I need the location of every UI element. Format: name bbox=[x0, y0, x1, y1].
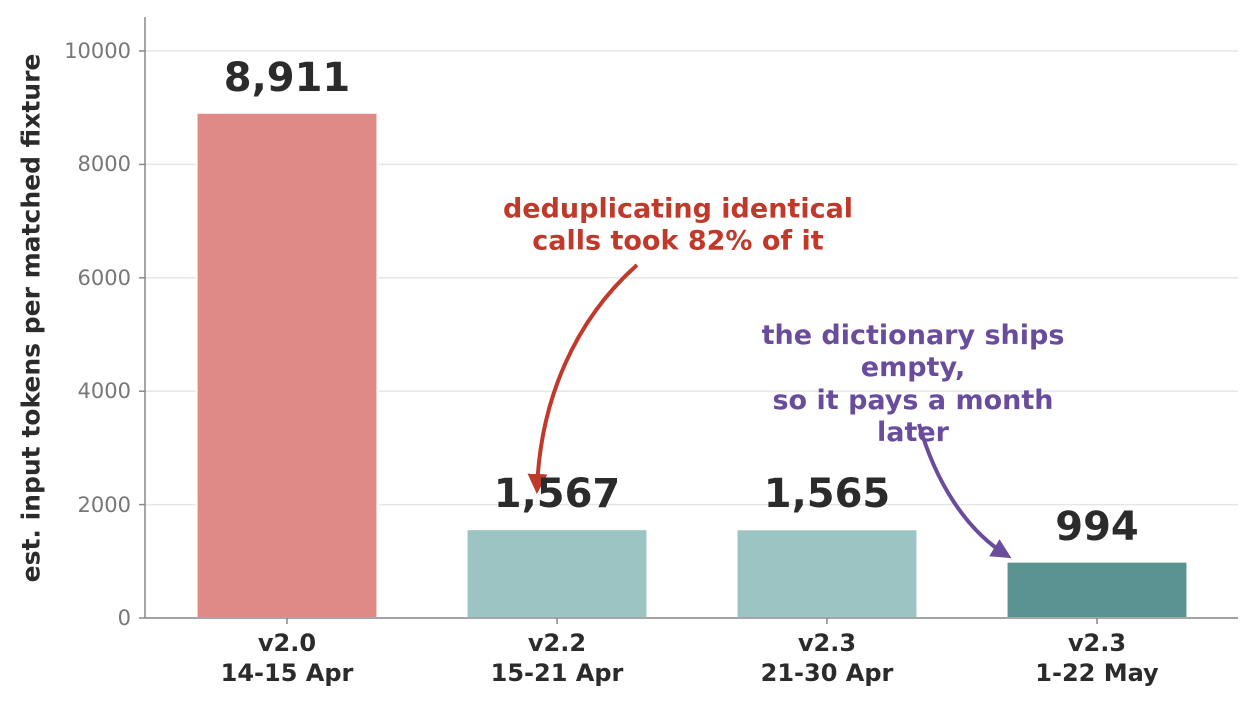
bar bbox=[1005, 560, 1189, 620]
value-label: 8,911 bbox=[223, 54, 351, 101]
y-tick-label: 4000 bbox=[77, 379, 131, 404]
bar bbox=[735, 528, 919, 619]
x-tick-label: v2.2 15-21 Apr bbox=[490, 629, 624, 687]
y-tick-label: 8000 bbox=[77, 152, 131, 177]
y-tick-label: 2000 bbox=[77, 492, 131, 517]
arrow bbox=[527, 263, 639, 494]
y-tick-label: 0 bbox=[117, 606, 131, 630]
bar bbox=[465, 528, 649, 619]
arrow bbox=[917, 423, 1012, 559]
y-tick-label: 6000 bbox=[77, 265, 131, 290]
annotation: the dictionary ships empty, so it pays a… bbox=[761, 320, 1065, 449]
value-label: 1,565 bbox=[763, 471, 891, 518]
y-tick-label: 10000 bbox=[64, 39, 131, 64]
bar bbox=[195, 111, 379, 619]
value-label: 1,567 bbox=[493, 471, 621, 518]
y-axis-label: est. input tokens per matched fixture bbox=[16, 53, 46, 583]
x-tick-label: v2.3 21-30 Apr bbox=[760, 629, 894, 687]
x-tick-label: v2.0 14-15 Apr bbox=[220, 629, 354, 687]
annotation: deduplicating identical calls took 82% o… bbox=[502, 193, 854, 257]
value-label: 994 bbox=[1055, 503, 1139, 550]
x-tick-label: v2.3 1-22 May bbox=[1035, 629, 1159, 687]
